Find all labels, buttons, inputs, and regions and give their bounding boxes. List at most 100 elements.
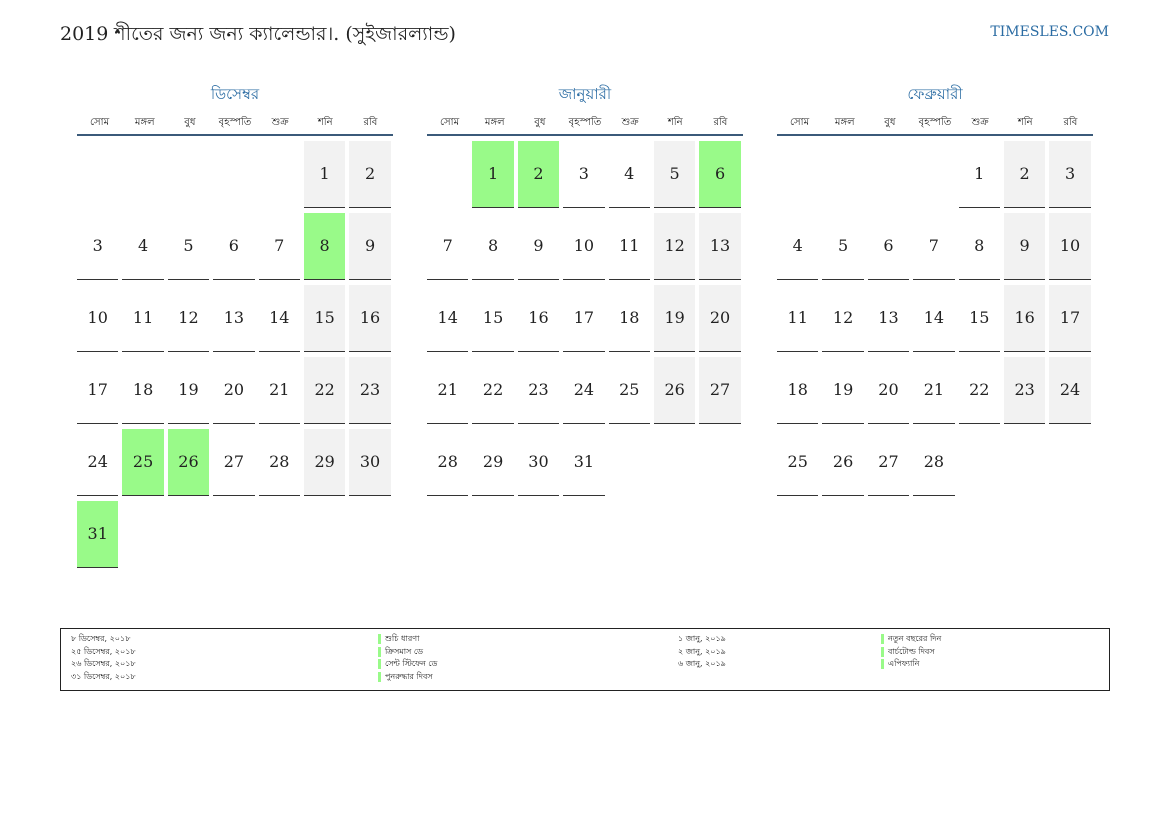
day-cell: 11 — [777, 285, 819, 352]
legend-holiday: পুনরুদ্ধার দিবস — [378, 671, 433, 684]
legend-holiday-name: ক্রিসমাস ডে — [385, 647, 423, 656]
day-cell: 6 — [867, 213, 910, 280]
holiday-day-cell: 25 — [122, 429, 164, 496]
day-cell: 12 — [822, 285, 864, 352]
month-january: জানুয়ারী সোম মঙ্গল বুধ বৃহস্পতি শুক্র শ… — [427, 84, 743, 496]
day-cell: 4 — [777, 213, 819, 280]
day-cell: 19 — [167, 357, 210, 424]
weekday-label: সোম — [90, 117, 110, 128]
day-cell: 24 — [77, 429, 119, 496]
day-cell: 28 — [913, 429, 955, 496]
legend-holiday: শুচি ধারণা — [378, 633, 419, 646]
weekday-label: রবি — [363, 117, 378, 128]
weekday-label: বুধ — [534, 117, 546, 128]
day-cell: 26 — [653, 357, 696, 424]
day-cell: 1 — [958, 141, 1000, 208]
day-cell: 23 — [517, 357, 560, 424]
legend-date: ২৬ ডিসেম্বর, ২০১৮ — [71, 659, 136, 668]
day-cell: 2 — [349, 141, 391, 208]
empty-cell — [168, 141, 209, 207]
weekday-label: রবি — [713, 117, 728, 128]
day-cell: 7 — [258, 213, 300, 280]
day-cell: 29 — [472, 429, 514, 496]
day-cell: 9 — [349, 213, 391, 280]
month-name: ফেব্রুয়ারী — [907, 85, 963, 103]
weekday-label: শুক্র — [971, 117, 989, 128]
weekday-label: শনি — [667, 117, 683, 128]
day-cell: 30 — [349, 429, 391, 496]
day-cell: 18 — [608, 285, 650, 352]
day-cell: 28 — [427, 429, 469, 496]
weekday-label: সোম — [440, 117, 460, 128]
holiday-day-cell: 31 — [77, 501, 119, 568]
holiday-color-marker — [378, 647, 381, 657]
day-cell: 11 — [608, 213, 650, 280]
day-cell: 13 — [213, 285, 255, 352]
day-cell: 17 — [77, 357, 119, 424]
weekday-label: শনি — [1017, 117, 1033, 128]
empty-cell — [427, 141, 468, 207]
day-cell: 16 — [517, 285, 560, 352]
empty-cell — [213, 141, 254, 207]
day-cell: 21 — [427, 357, 469, 424]
day-grid: 1 2 3 4 5 6 7 8 9 10 11 12 13 14 15 16 17 18 19 20 21 22 23 24 2… — [777, 141, 1093, 496]
day-cell: 15 — [958, 285, 1000, 352]
day-cell: 3 — [77, 213, 119, 280]
day-cell: 14 — [913, 285, 955, 352]
day-cell: 23 — [349, 357, 391, 424]
site-link[interactable]: TIMESLES.COM — [990, 24, 1109, 40]
holiday-day-cell: 8 — [303, 213, 346, 280]
day-cell: 24 — [563, 357, 605, 424]
page-title: 2019 শীতের জন্য জন্য ক্যালেন্ডার।. (সুইজ… — [60, 23, 456, 45]
legend-date: ৩১ ডিসেম্বর, ২০১৮ — [71, 672, 136, 681]
day-cell: 5 — [653, 141, 696, 208]
weekday-label: শুক্র — [621, 117, 639, 128]
legend-holiday-name: সেন্ট স্টিফেন ডে — [385, 659, 438, 668]
legend-holiday: বার্চটোল্ড দিবস — [881, 646, 935, 659]
weekday-label: সোম — [790, 117, 810, 128]
day-cell: 20 — [699, 285, 741, 352]
empty-cell — [822, 141, 863, 207]
day-cell: 19 — [822, 357, 864, 424]
day-cell: 4 — [122, 213, 164, 280]
day-cell: 29 — [303, 429, 346, 496]
day-cell: 22 — [472, 357, 514, 424]
day-cell: 12 — [167, 285, 210, 352]
day-cell: 4 — [608, 141, 650, 208]
day-cell: 2 — [1003, 141, 1046, 208]
day-cell: 27 — [699, 357, 741, 424]
day-cell: 11 — [122, 285, 164, 352]
month-name: ডিসেম্বর — [210, 85, 260, 103]
holiday-day-cell: 1 — [472, 141, 514, 208]
weekday-label: মঙ্গল — [134, 117, 155, 128]
weekday-label: বুধ — [184, 117, 196, 128]
day-cell: 16 — [1003, 285, 1046, 352]
weekday-label: রবি — [1063, 117, 1078, 128]
day-cell: 3 — [563, 141, 605, 208]
day-cell: 9 — [517, 213, 560, 280]
weekday-label: মঙ্গল — [834, 117, 855, 128]
day-cell: 3 — [1049, 141, 1091, 208]
legend-date: ২ জানু, ২০১৯ — [678, 647, 726, 656]
legend-holiday-name: শুচি ধারণা — [385, 634, 420, 643]
day-cell: 30 — [517, 429, 560, 496]
legend-date: ২৫ ডিসেম্বর, ২০১৮ — [71, 647, 136, 656]
day-cell: 6 — [213, 213, 255, 280]
legend-holiday: সেন্ট স্টিফেন ডে — [378, 658, 437, 671]
weekday-label: বৃহস্পতি — [568, 117, 602, 128]
day-cell: 25 — [777, 429, 819, 496]
day-cell: 26 — [822, 429, 864, 496]
weekday-label: শুক্র — [271, 117, 289, 128]
day-cell: 12 — [653, 213, 696, 280]
day-cell: 23 — [1003, 357, 1046, 424]
weekday-label: শনি — [317, 117, 333, 128]
day-cell: 22 — [303, 357, 346, 424]
holiday-legend: ৮ ডিসেম্বর, ২০১৮ ২৫ ডিসেম্বর, ২০১৮ ২৬ ডি… — [60, 628, 1110, 691]
day-cell: 17 — [563, 285, 605, 352]
holiday-day-cell: 26 — [167, 429, 210, 496]
day-cell: 18 — [122, 357, 164, 424]
day-cell: 8 — [958, 213, 1000, 280]
weekday-header: সোম মঙ্গল বুধ বৃহস্পতি শুক্র শনি রবি — [777, 114, 1093, 136]
legend-holiday-name: পুনরুদ্ধার দিবস — [385, 672, 433, 681]
day-cell: 9 — [1003, 213, 1046, 280]
